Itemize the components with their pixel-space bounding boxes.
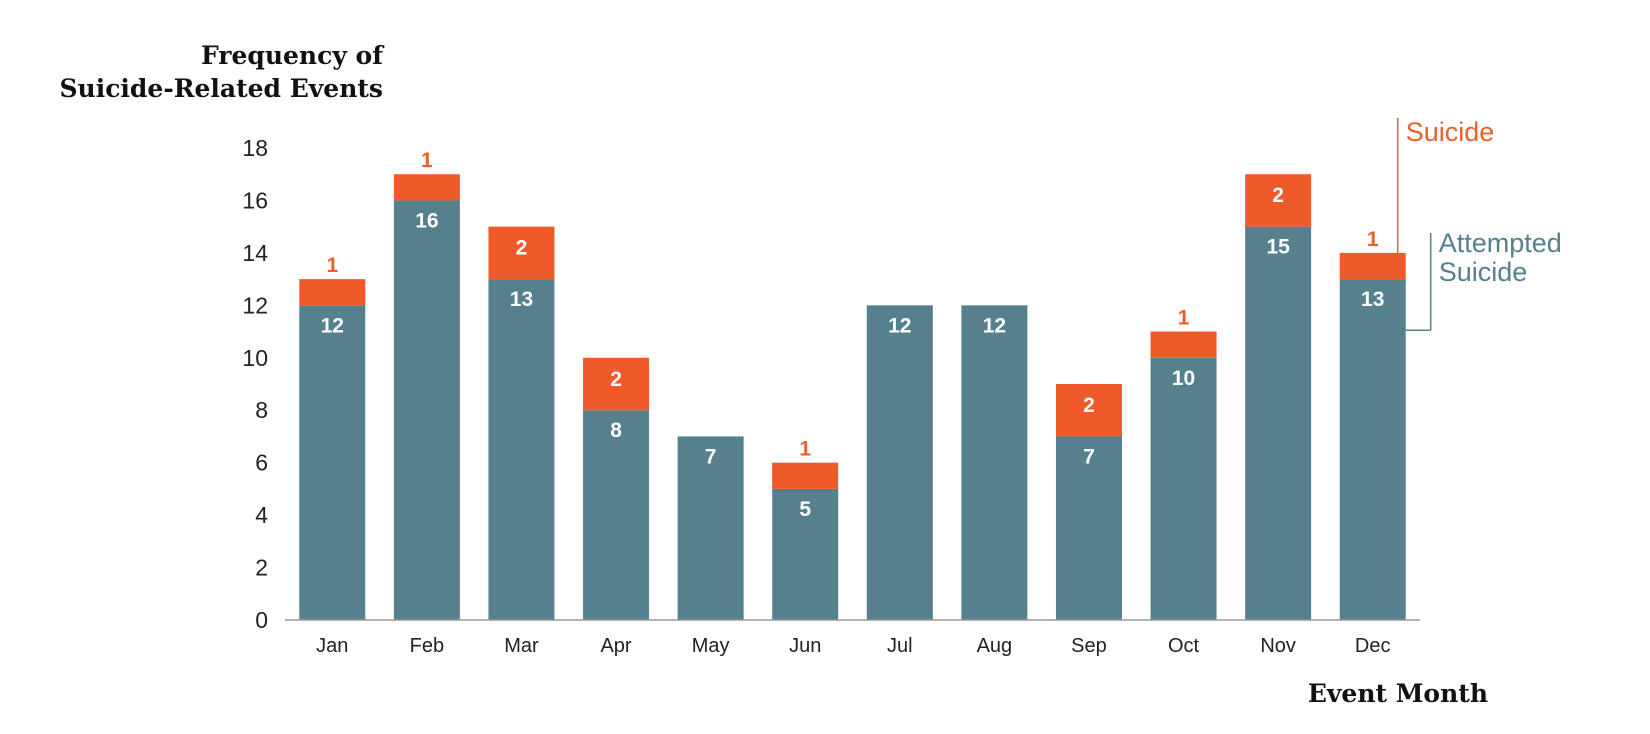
bar-group: 12 [961, 305, 1028, 620]
data-label-suicide: 1 [421, 149, 433, 172]
x-tick-label: Oct [1168, 635, 1200, 657]
bar-attempted-suicide [772, 488, 839, 620]
bar-attempted-suicide [488, 279, 555, 620]
data-label-suicide: 1 [326, 254, 338, 277]
bar-attempted-suicide [299, 305, 366, 620]
x-tick-label: Sep [1071, 635, 1107, 657]
data-label-attempted-suicide: 7 [1083, 445, 1095, 468]
bar-suicide [583, 357, 650, 411]
x-tick-label: Mar [504, 635, 539, 657]
y-axis-title-line-2: Suicide-Related Events [59, 74, 383, 103]
y-tick-label: 16 [242, 187, 268, 213]
data-label-suicide: 1 [799, 438, 811, 461]
y-tick-label: 14 [242, 240, 268, 266]
y-tick-label: 18 [242, 135, 268, 161]
bar-suicide [1055, 384, 1122, 437]
bar-suicide [299, 279, 366, 306]
x-axis-title: Event Month [1308, 679, 1488, 708]
data-label-attempted-suicide: 10 [1172, 367, 1195, 390]
bar-suicide [1339, 252, 1406, 280]
bar-suicide [1150, 331, 1217, 358]
x-tick-label: Jan [316, 635, 348, 657]
data-label-attempted-suicide: 13 [1361, 288, 1384, 311]
x-axis-ticks: Jan Feb Mar Apr May Jun Jul Aug Sep Oct Nov Dec [316, 635, 1390, 657]
data-label-suicide: 2 [1272, 184, 1284, 207]
x-tick-label: Feb [410, 635, 444, 657]
data-label-attempted-suicide: 16 [415, 209, 438, 232]
y-tick-label: 0 [255, 607, 268, 633]
y-tick-label: 10 [242, 345, 268, 371]
bar-suicide [772, 462, 839, 489]
bar-group: 7 [677, 436, 744, 620]
data-label-attempted-suicide: 12 [888, 314, 911, 337]
y-axis-title-line-1: Frequency of [201, 41, 385, 70]
y-tick-label: 6 [255, 450, 268, 476]
data-label-suicide: 2 [1083, 394, 1095, 417]
y-axis-ticks: 0 2 4 6 8 10 12 14 16 18 [242, 135, 268, 633]
bar-attempted-suicide [961, 305, 1028, 620]
bar-group: 82 [583, 357, 650, 620]
data-label-suicide: 2 [610, 368, 622, 391]
bar-group: 12 1 [299, 254, 366, 620]
y-tick-label: 4 [255, 502, 268, 528]
bar-suicide [1245, 174, 1312, 227]
bar-attempted-suicide [583, 410, 650, 620]
x-tick-label: Apr [600, 635, 631, 657]
bar-attempted-suicide [677, 436, 744, 620]
x-tick-label: May [692, 635, 730, 657]
data-label-attempted-suicide: 12 [983, 314, 1006, 337]
data-label-suicide: 1 [1178, 307, 1190, 330]
x-tick-label: Jul [887, 635, 913, 657]
x-tick-label: Dec [1355, 635, 1391, 657]
bar-attempted-suicide [393, 200, 460, 620]
bar-group: 13 2 [488, 226, 555, 620]
y-tick-label: 12 [242, 292, 268, 318]
legend-label-attempted-suicide-line-1: Attempted [1439, 228, 1562, 258]
bar-group: 12 [866, 305, 933, 620]
bar-group: 51 [772, 438, 839, 620]
bar-attempted-suicide [1055, 436, 1122, 620]
bar-attempted-suicide [1339, 279, 1406, 620]
data-label-attempted-suicide: 7 [705, 445, 717, 468]
y-tick-label: 8 [255, 397, 268, 423]
bar-suicide [488, 226, 555, 280]
x-tick-label: Jun [789, 635, 821, 657]
y-tick-label: 2 [255, 555, 268, 581]
bar-group: 13 1 [1339, 228, 1406, 620]
bar-group: 10 1 [1150, 307, 1217, 620]
bar-attempted-suicide [1150, 357, 1217, 620]
x-tick-label: Nov [1260, 635, 1296, 657]
bar-group: 15 2 [1245, 174, 1312, 620]
data-label-attempted-suicide: 12 [321, 314, 344, 337]
bar-group: 16 1 [393, 149, 460, 620]
bar-attempted-suicide [1245, 226, 1312, 620]
data-label-attempted-suicide: 8 [610, 419, 622, 442]
data-label-suicide: 2 [516, 237, 528, 260]
data-label-suicide: 1 [1367, 228, 1379, 251]
data-label-attempted-suicide: 13 [510, 288, 533, 311]
x-tick-label: Aug [977, 635, 1013, 657]
bar-group: 72 [1055, 384, 1122, 620]
bar-suicide [393, 174, 460, 201]
data-label-attempted-suicide: 15 [1266, 236, 1290, 259]
data-label-attempted-suicide: 5 [799, 498, 811, 521]
legend-label-suicide: Suicide [1406, 117, 1495, 147]
bar-attempted-suicide [866, 305, 933, 620]
legend-label-attempted-suicide-line-2: Suicide [1439, 257, 1528, 287]
